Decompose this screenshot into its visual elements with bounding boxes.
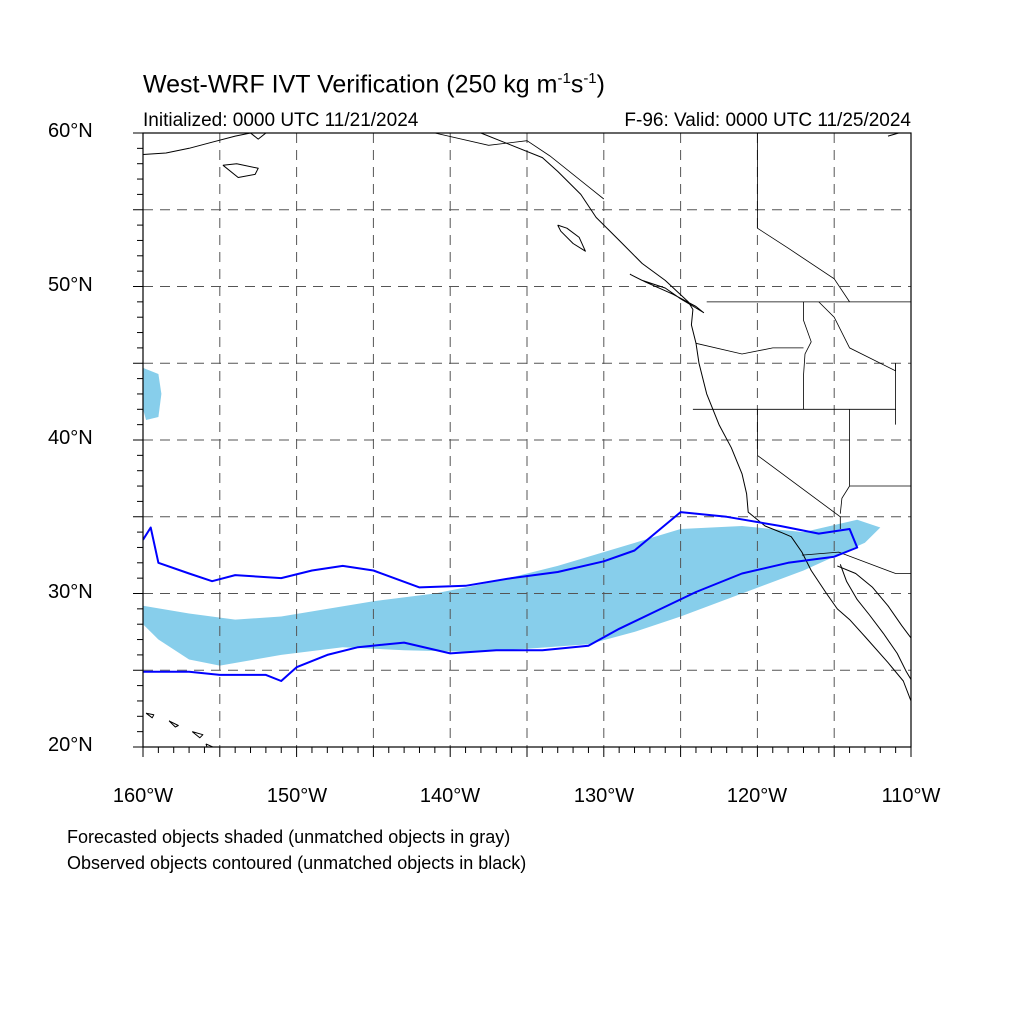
title-exponent-2: -1	[583, 70, 597, 87]
ca-nv-border	[757, 409, 841, 529]
alaska-canada-border	[434, 133, 605, 200]
lat-label-50: 50°N	[48, 274, 93, 296]
idaho-montana-border	[818, 301, 896, 372]
chart-title: West-WRF IVT Verification (250 kg m-1s-1…	[143, 70, 605, 99]
title-mid: s	[570, 70, 584, 99]
mexico-mainland-gulf-coast	[837, 565, 911, 639]
tick-marks	[133, 132, 912, 757]
lon-label-160w: 160°W	[112, 785, 174, 807]
lon-label-150w: 150°W	[266, 785, 328, 807]
vancouver-island	[629, 273, 705, 314]
nevada-east-border	[839, 409, 850, 514]
map-frame	[142, 132, 912, 748]
alaska-coast	[143, 133, 267, 155]
main-ar-forecast	[143, 519, 881, 666]
valid-time: F-96: Valid: 0000 UTC 11/25/2024	[624, 110, 911, 131]
lon-label-130w: 130°W	[573, 785, 635, 807]
haida-gwaii	[557, 224, 586, 252]
observed-objects	[143, 511, 859, 682]
note-observed-contoured: Observed objects contoured (unmatched ob…	[67, 853, 527, 873]
hawaii-oahu	[168, 720, 179, 728]
title-exponent-1: -1	[557, 70, 571, 87]
north-america-west-coast	[480, 133, 911, 702]
lon-label-110w: 110°W	[881, 785, 941, 807]
lat-label-30: 30°N	[48, 581, 93, 603]
lon-label-140w: 140°W	[419, 785, 481, 807]
hudson-bay-fragment	[887, 133, 911, 137]
political-borders	[434, 133, 911, 574]
small-forecast-north	[143, 367, 162, 420]
us-mexico-border	[801, 551, 911, 574]
kodiak-island	[222, 163, 259, 178]
forecast-objects	[143, 367, 881, 666]
title-main: West-WRF IVT Verification (250 kg m	[143, 70, 558, 99]
kauai	[145, 712, 155, 719]
washington-oregon-border	[695, 342, 804, 355]
idaho-west-border	[803, 301, 812, 410]
main-ar-observed	[143, 511, 859, 682]
lon-label-120w: 120°W	[726, 785, 788, 807]
lat-label-40: 40°N	[48, 427, 93, 449]
initialized-time: Initialized: 0000 UTC 11/21/2024	[143, 110, 419, 131]
coastlines	[143, 133, 911, 747]
lat-label-60: 60°N	[48, 120, 93, 142]
baja-gulf-coast	[839, 564, 911, 680]
hawaii-maui	[191, 731, 204, 739]
title-close: )	[596, 70, 605, 99]
note-forecast-shaded: Forecasted objects shaded (unmatched obj…	[67, 827, 511, 847]
bc-alberta-border	[757, 133, 850, 303]
lat-label-20: 20°N	[48, 734, 93, 756]
